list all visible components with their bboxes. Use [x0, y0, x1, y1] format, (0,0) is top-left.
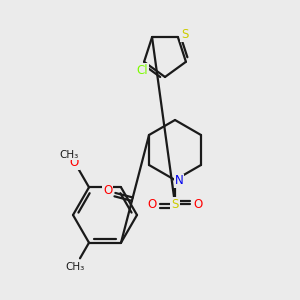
Text: CH₃: CH₃: [65, 262, 85, 272]
Text: Cl: Cl: [136, 64, 148, 77]
Text: N: N: [175, 175, 183, 188]
Text: S: S: [171, 197, 179, 211]
Text: CH₃: CH₃: [60, 149, 79, 160]
Text: O: O: [194, 197, 202, 211]
Text: S: S: [181, 28, 189, 41]
Text: O: O: [70, 156, 79, 169]
Text: O: O: [147, 197, 157, 211]
Text: O: O: [103, 184, 112, 197]
